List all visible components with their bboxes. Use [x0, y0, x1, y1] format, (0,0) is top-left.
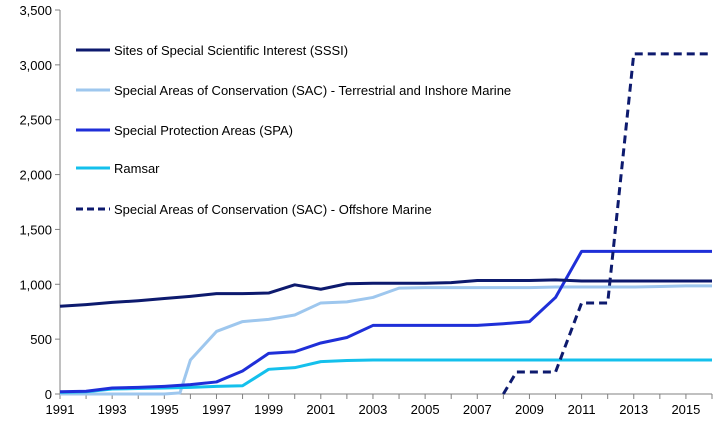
series-line-1	[60, 284, 712, 396]
x-tick-label: 1995	[150, 402, 179, 417]
series-line-4	[502, 52, 712, 395]
y-tick-label: 3,000	[19, 58, 52, 73]
y-tick-label: 1,500	[19, 222, 52, 237]
x-tick-label: 2003	[358, 402, 387, 417]
legend-label: Special Areas of Conservation (SAC) - Of…	[114, 202, 432, 217]
x-tick-label: 1991	[46, 402, 75, 417]
y-tick-label: 500	[30, 332, 52, 347]
x-tick-label: 2015	[671, 402, 700, 417]
axes: 0 500 1,000 1,500 2,000 2,500 3,000 3,500 1991 19…	[19, 3, 713, 417]
series-line-3	[59, 358, 712, 394]
legend-label: Sites of Special Scientific Interest (SS…	[114, 43, 348, 58]
x-tick-label: 1993	[98, 402, 127, 417]
x-tick-label: 2009	[515, 402, 544, 417]
x-tick-label: 1999	[254, 402, 283, 417]
y-tick-label: 2,000	[19, 168, 52, 183]
y-tick-label: 2,500	[19, 113, 52, 128]
x-tick-label: 1997	[202, 402, 231, 417]
legend: Sites of Special Scientific Interest (SS…	[76, 43, 511, 217]
legend-label: Ramsar	[114, 161, 160, 176]
y-tick-label: 0	[45, 387, 52, 402]
x-tick-label: 2011	[568, 402, 596, 417]
series-line-0	[59, 278, 712, 308]
x-tick-label: 2007	[463, 402, 492, 417]
x-tick-label: 2005	[411, 402, 440, 417]
legend-label: Special Protection Areas (SPA)	[114, 123, 293, 138]
y-tick-label: 3,500	[19, 3, 52, 18]
x-tick-label: 2001	[306, 402, 335, 417]
legend-label: Special Areas of Conservation (SAC) - Te…	[114, 83, 511, 98]
series-layer	[59, 52, 712, 396]
x-tick-label: 2013	[619, 402, 648, 417]
series-line-2	[59, 249, 712, 394]
y-tick-label: 1,000	[19, 277, 52, 292]
